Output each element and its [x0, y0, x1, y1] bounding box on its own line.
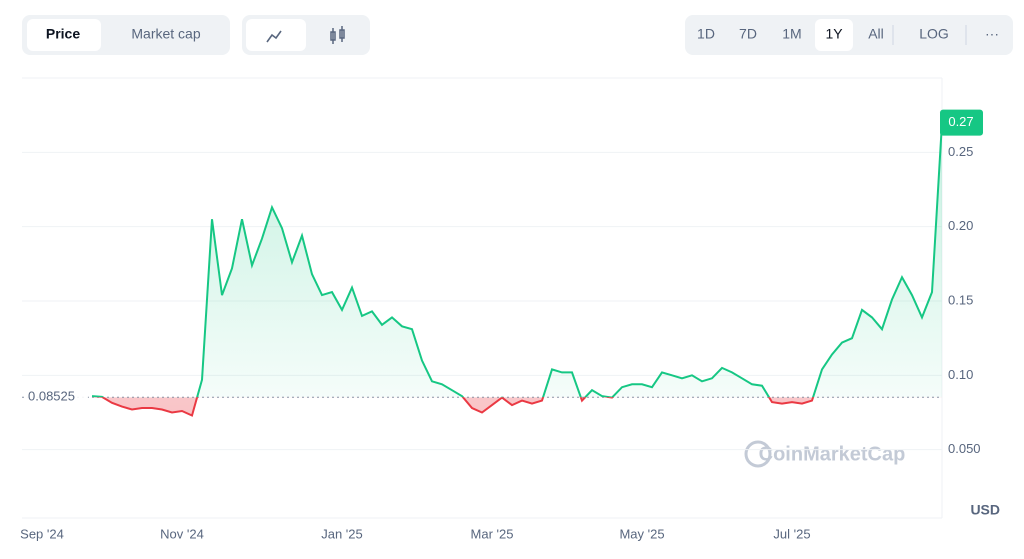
x-tick-label: Sep '24 [20, 526, 64, 541]
baseline-label-bg [24, 388, 88, 407]
price-line-down [93, 397, 815, 417]
y-tick-label: 0.050 [948, 441, 981, 456]
x-tick-label: Jul '25 [773, 526, 810, 541]
line-type-button[interactable] [246, 19, 306, 51]
range-button[interactable]: 1Y [825, 26, 843, 42]
y-tick-label: 0.25 [948, 144, 973, 159]
tab[interactable]: Price [46, 26, 80, 42]
area-up [92, 122, 942, 398]
x-tick-label: Nov '24 [160, 526, 204, 541]
y-tick-label: 0.20 [948, 218, 973, 233]
x-tick-label: Mar '25 [471, 526, 514, 541]
log-toggle[interactable]: LOG [919, 26, 949, 42]
y-tick-label: 0.15 [948, 292, 973, 307]
baseline-label: 0.08525 [28, 389, 75, 404]
watermark: CoinMarketCap [759, 443, 906, 465]
last-price-badge [940, 109, 983, 136]
range-button[interactable]: 7D [739, 26, 757, 42]
last-price-label: 0.27 [948, 114, 973, 129]
range-active [815, 19, 853, 51]
range-button[interactable]: All [868, 26, 884, 42]
watermark-logo [744, 440, 772, 468]
range-button[interactable]: 1M [782, 26, 801, 42]
line-icon [266, 30, 282, 43]
x-tick-label: May '25 [619, 526, 664, 541]
x-tick-label: Jan '25 [321, 526, 363, 541]
area-down [92, 397, 942, 416]
tab[interactable]: Market cap [131, 26, 200, 42]
candle-icon[interactable] [330, 26, 345, 44]
y-axis-unit: USD [970, 502, 1000, 518]
range-button[interactable]: 1D [697, 26, 715, 42]
menu-button[interactable]: ··· [985, 26, 999, 42]
y-tick-label: 0.10 [948, 367, 973, 382]
price-line-up [91, 122, 943, 398]
tab-active [27, 19, 101, 51]
